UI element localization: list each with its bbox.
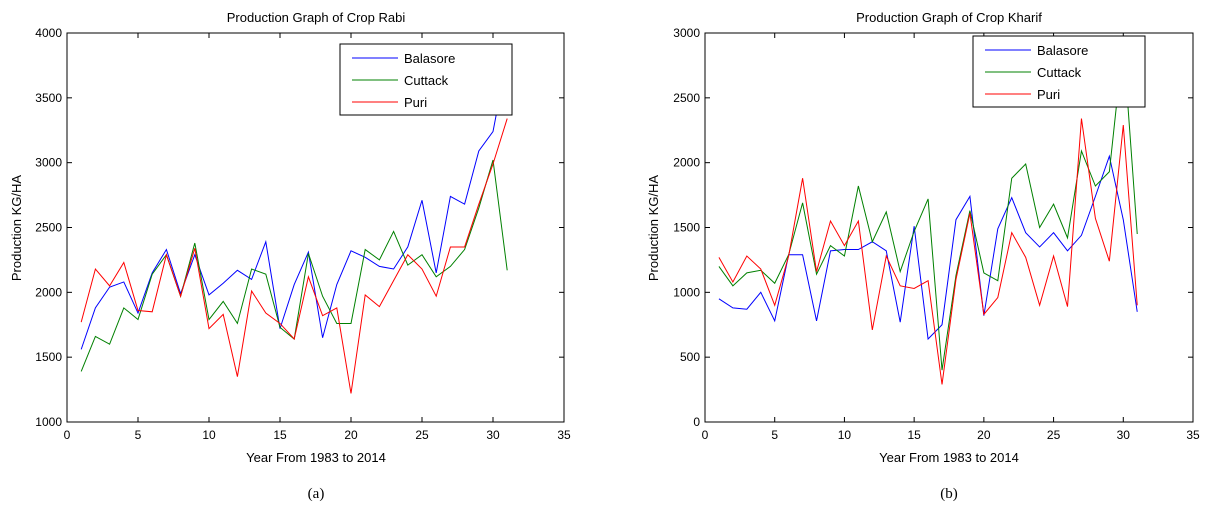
x-tick-label: 15 bbox=[273, 428, 287, 442]
y-tick-label: 500 bbox=[680, 350, 700, 364]
x-tick-label: 30 bbox=[486, 428, 500, 442]
series-line-puri bbox=[80, 118, 508, 394]
legend: Balasore Cuttack Puri bbox=[339, 43, 513, 116]
x-tick-label: 5 bbox=[135, 428, 142, 442]
y-tick-label: 2000 bbox=[673, 156, 700, 170]
chart-panel-kharif: Production Graph of Crop Kharif 0 5 10 15 20… bbox=[646, 10, 1200, 502]
legend-label-puri: Puri bbox=[404, 95, 427, 110]
legend: Balasore Cuttack Puri bbox=[972, 35, 1146, 108]
x-tick-label: 20 bbox=[977, 428, 991, 442]
x-axis-label: Year From 1983 to 2014 bbox=[879, 450, 1019, 465]
y-tick-label: 3500 bbox=[35, 91, 62, 105]
panel-caption: (a) bbox=[308, 486, 325, 502]
x-tick-label: 35 bbox=[1186, 428, 1200, 442]
legend-label-balasore: Balasore bbox=[1037, 43, 1088, 58]
x-tick-label: 10 bbox=[202, 428, 216, 442]
series-line-balasore bbox=[80, 57, 508, 350]
y-tick-label: 0 bbox=[693, 415, 700, 429]
x-tick-label: 35 bbox=[557, 428, 571, 442]
y-tick-label: 4000 bbox=[35, 26, 62, 40]
y-tick-label: 1500 bbox=[673, 221, 700, 235]
y-tick-label: 2500 bbox=[35, 221, 62, 235]
y-axis-label: Production KG/HA bbox=[646, 175, 661, 282]
x-tick-label: 20 bbox=[344, 428, 358, 442]
y-tick-label: 2500 bbox=[673, 91, 700, 105]
y-tick-label: 3000 bbox=[35, 156, 62, 170]
legend-label-cuttack: Cuttack bbox=[404, 73, 449, 88]
x-tick-label: 10 bbox=[838, 428, 852, 442]
x-tick-label: 5 bbox=[771, 428, 778, 442]
x-tick-label: 25 bbox=[1047, 428, 1061, 442]
legend-label-cuttack: Cuttack bbox=[1037, 65, 1082, 80]
y-tick-label: 1000 bbox=[35, 415, 62, 429]
chart-panel-rabi: Production Graph of Crop Rabi 0 5 10 15 20 25… bbox=[9, 10, 571, 502]
chart-title: Production Graph of Crop Kharif bbox=[856, 10, 1042, 25]
x-axis-label: Year From 1983 to 2014 bbox=[246, 450, 386, 465]
x-tick-label: 0 bbox=[702, 428, 709, 442]
x-tick-label: 0 bbox=[64, 428, 71, 442]
axis-ticks: 0 5 10 15 20 25 30 35 0 500 1000 1500 2000 2500 3000 bbox=[673, 26, 1200, 442]
y-tick-label: 1000 bbox=[673, 285, 700, 299]
y-tick-label: 2000 bbox=[35, 285, 62, 299]
x-tick-label: 15 bbox=[907, 428, 921, 442]
y-tick-label: 3000 bbox=[673, 26, 700, 40]
x-tick-label: 30 bbox=[1117, 428, 1131, 442]
chart-title: Production Graph of Crop Rabi bbox=[227, 10, 406, 25]
series-lines bbox=[80, 57, 508, 394]
series-line-puri bbox=[718, 118, 1138, 385]
y-axis-label: Production KG/HA bbox=[9, 175, 24, 282]
series-lines bbox=[718, 42, 1138, 385]
legend-label-balasore: Balasore bbox=[404, 51, 455, 66]
legend-label-puri: Puri bbox=[1037, 87, 1060, 102]
y-tick-label: 1500 bbox=[35, 350, 62, 364]
axis-ticks: 0 5 10 15 20 25 30 35 1000 1500 2000 2500 3000 3500 40… bbox=[35, 26, 571, 442]
x-tick-label: 25 bbox=[415, 428, 429, 442]
panel-caption: (b) bbox=[940, 486, 958, 502]
